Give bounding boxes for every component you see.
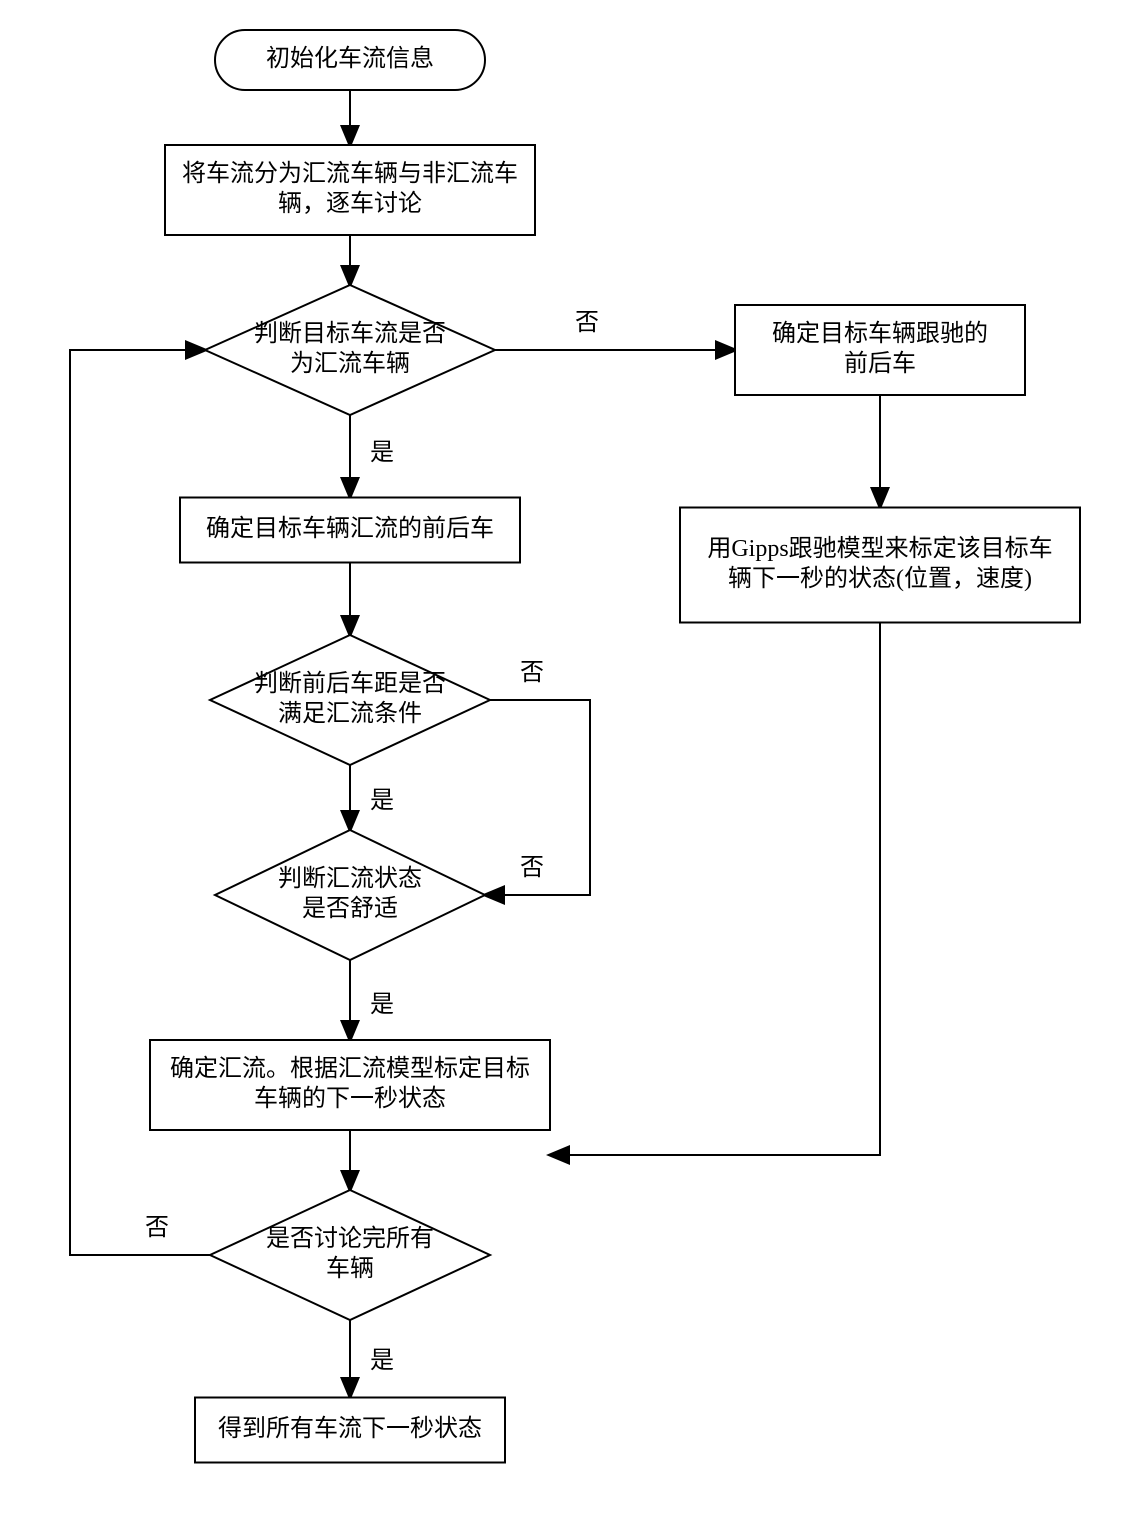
edges-layer — [70, 90, 880, 1397]
node-n4-text: 确定目标车辆汇流的前后车 — [206, 515, 494, 542]
node-n9: 得到所有车流下一秒状态 — [195, 1398, 505, 1463]
node-n5: 判断前后车距是否满足汇流条件 — [210, 635, 490, 765]
node-n1-text: 初始化车流信息 — [266, 45, 434, 72]
node-n3: 判断目标车流是否为汇流车辆 — [205, 285, 495, 415]
node-n4: 确定目标车辆汇流的前后车 — [180, 498, 520, 563]
node-n2: 将车流分为汇流车辆与非汇流车辆，逐车讨论 — [165, 145, 535, 235]
node-n7: 确定汇流。根据汇流模型标定目标车辆的下一秒状态 — [150, 1040, 550, 1130]
label-n5-yes: 是 — [370, 788, 394, 814]
label-n3-no: 否 — [575, 310, 599, 336]
label-n6-yes: 是 — [370, 992, 394, 1018]
node-n6: 判断汇流状态是否舒适 — [215, 830, 485, 960]
node-n11: 用Gipps跟驰模型来标定该目标车辆下一秒的状态(位置，速度) — [680, 508, 1080, 623]
nodes-layer: 初始化车流信息将车流分为汇流车辆与非汇流车辆，逐车讨论判断目标车流是否为汇流车辆… — [150, 30, 1080, 1463]
node-n9-text: 得到所有车流下一秒状态 — [218, 1415, 482, 1442]
label-n5-no: 否 — [520, 660, 544, 686]
label-n8-yes: 是 — [370, 1348, 394, 1374]
flowchart-canvas: 初始化车流信息将车流分为汇流车辆与非汇流车辆，逐车讨论判断目标车流是否为汇流车辆… — [0, 0, 1138, 1530]
node-n8: 是否讨论完所有车辆 — [210, 1190, 490, 1320]
edge-n11-merge — [550, 622, 880, 1155]
label-n6-no: 否 — [520, 855, 544, 881]
node-n10: 确定目标车辆跟驰的前后车 — [735, 305, 1025, 395]
label-n3-yes: 是 — [370, 440, 394, 466]
label-n8-no: 否 — [145, 1215, 169, 1241]
node-n1: 初始化车流信息 — [215, 30, 485, 90]
